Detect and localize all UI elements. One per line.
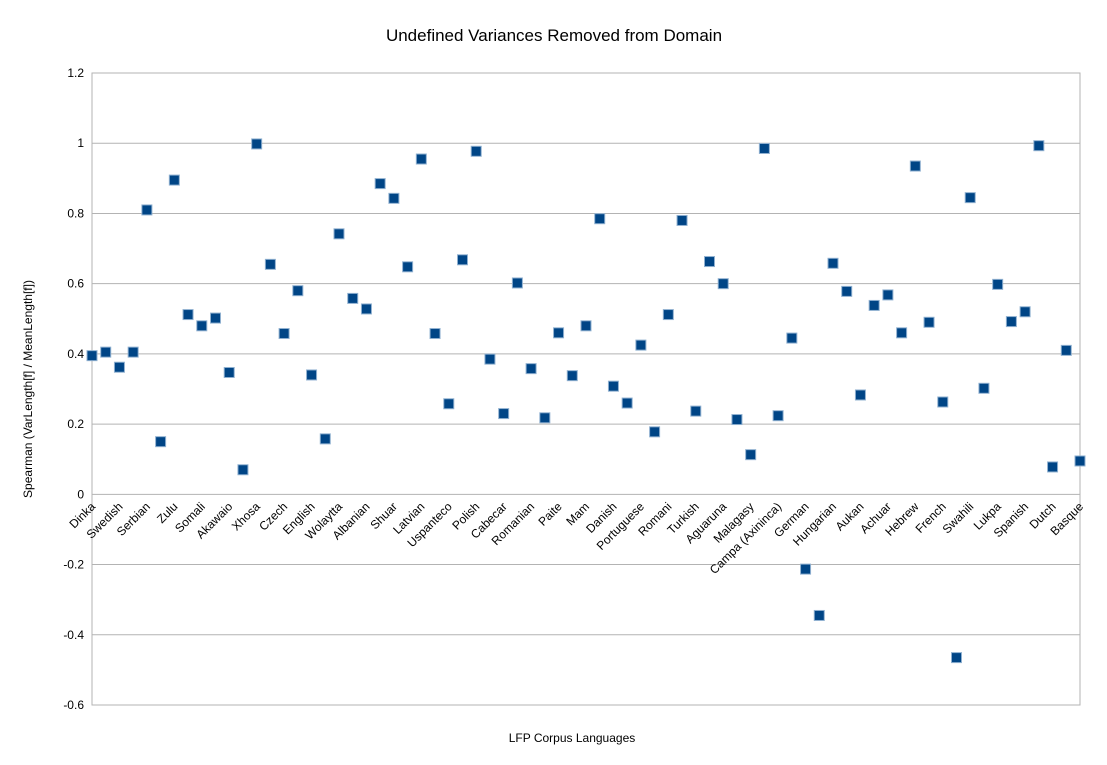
x-axis-label: LFP Corpus Languages (509, 731, 636, 745)
data-point (237, 464, 249, 476)
data-point (429, 328, 441, 340)
data-point (594, 213, 606, 225)
data-point (676, 214, 688, 226)
data-point (100, 346, 112, 358)
data-point (415, 153, 427, 165)
data-point (319, 433, 331, 445)
data-point (1005, 316, 1017, 328)
data-point (511, 277, 523, 289)
data-point (758, 142, 770, 154)
data-point (457, 254, 468, 266)
data-point (580, 320, 592, 332)
y-tick-label: 0.8 (67, 206, 84, 220)
data-point (745, 449, 757, 461)
data-point (786, 332, 798, 344)
data-point (360, 303, 372, 315)
data-point (827, 257, 839, 269)
data-point (264, 258, 276, 270)
data-point (168, 174, 180, 186)
data-point (964, 192, 976, 204)
data-point (539, 412, 551, 424)
y-axis-label: Spearman (VarLength[f] / MeanLength[f]) (21, 280, 35, 498)
data-point (347, 292, 359, 304)
data-point (443, 398, 455, 410)
y-tick-label: -0.6 (63, 698, 84, 712)
data-point (662, 309, 674, 321)
data-point (909, 160, 921, 172)
data-point (223, 366, 235, 378)
data-point (498, 408, 510, 420)
data-point (649, 426, 661, 438)
data-points (86, 138, 1086, 664)
data-point (1019, 306, 1031, 318)
data-point (141, 204, 153, 216)
data-point (402, 261, 414, 273)
data-point (155, 436, 167, 448)
chart-title: Undefined Variances Removed from Domain (386, 26, 722, 45)
data-point (607, 380, 619, 392)
data-point (113, 361, 125, 373)
data-point (182, 309, 194, 321)
data-point (978, 382, 990, 394)
data-point (690, 405, 702, 417)
data-point (854, 389, 866, 401)
data-point (196, 320, 208, 332)
data-point (841, 285, 853, 297)
data-point (333, 228, 345, 240)
data-point (251, 138, 263, 150)
y-tick-label: 0.2 (67, 417, 84, 431)
data-point (566, 370, 578, 382)
data-point (292, 285, 304, 297)
x-category-label: Swahili (940, 500, 977, 537)
grid-lines (92, 72, 1080, 706)
data-point (525, 363, 537, 375)
data-point (800, 563, 812, 575)
data-point (1033, 140, 1045, 152)
data-point (127, 346, 139, 358)
data-point (374, 178, 386, 190)
plot-area-border (91, 72, 1081, 706)
data-point (704, 256, 715, 268)
y-tick-label: 0 (77, 487, 84, 501)
y-tick-label: -0.4 (63, 628, 84, 642)
x-category-label: Paite (535, 499, 564, 528)
data-point (484, 353, 496, 365)
data-point (388, 192, 400, 204)
x-category-label: Xhosa (229, 499, 263, 533)
y-tick-label: 1 (77, 136, 84, 150)
data-point (717, 278, 729, 290)
data-point (86, 350, 98, 362)
data-point (1074, 455, 1086, 467)
data-point (813, 609, 825, 621)
data-point (210, 312, 221, 324)
data-point (621, 397, 633, 409)
data-point (992, 278, 1004, 290)
data-point (868, 299, 880, 311)
data-point (1047, 461, 1059, 473)
data-point (882, 289, 894, 301)
y-tick-labels: -0.6 -0.4 -0.2 0 0.2 0.4 0.6 0.8 1 1.2 (63, 66, 84, 712)
y-tick-label: 1.2 (67, 66, 84, 80)
y-tick-label: -0.2 (63, 558, 84, 572)
y-tick-label: 0.6 (67, 277, 84, 291)
data-point (1060, 344, 1072, 356)
data-point (306, 369, 318, 381)
data-point (896, 327, 908, 339)
data-point (731, 414, 743, 426)
data-point (951, 652, 962, 664)
y-tick-label: 0.4 (67, 347, 84, 361)
data-point (278, 328, 290, 340)
data-point (772, 410, 784, 422)
data-point (470, 145, 482, 157)
data-point (553, 327, 565, 339)
data-point (635, 339, 647, 351)
data-point (923, 316, 935, 328)
data-point (937, 396, 949, 408)
